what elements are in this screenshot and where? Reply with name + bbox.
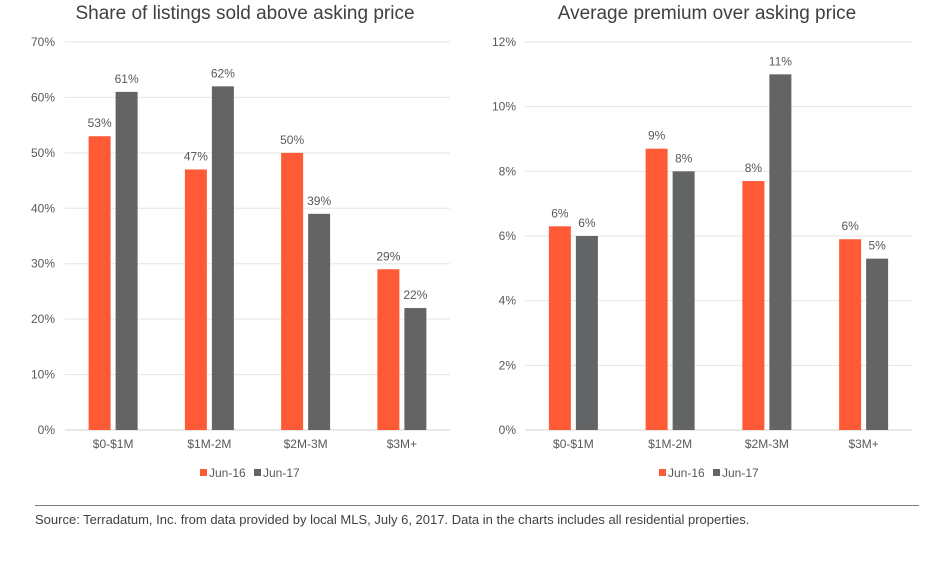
legend-label: Jun-17 [722, 466, 759, 480]
bar-jun-17 [404, 308, 427, 430]
category-label: $2M-3M [284, 437, 328, 451]
bar-jun-17 [866, 258, 889, 430]
bar-jun-16 [548, 226, 571, 430]
bar-jun-17 [672, 171, 695, 431]
data-label: 8% [745, 161, 763, 175]
bar-jun-16 [839, 239, 862, 430]
y-tick-label: 12% [492, 35, 516, 49]
divider [35, 505, 919, 506]
bar-jun-16 [377, 269, 400, 430]
bar-jun-17 [575, 236, 598, 430]
legend-swatch [200, 469, 207, 476]
legend-label: Jun-16 [668, 466, 705, 480]
bar-jun-16 [88, 136, 111, 430]
category-label: $3M+ [387, 437, 417, 451]
chart-svg: Average premium over asking price 0% 2% 4% 6… [492, 3, 912, 480]
legend-label: Jun-16 [209, 466, 246, 480]
y-tick-label: 2% [499, 358, 517, 372]
y-tick-label: 50% [31, 146, 55, 160]
y-tick-label: 0% [38, 423, 56, 437]
bar-jun-16 [742, 181, 765, 430]
category-label: $3M+ [848, 437, 878, 451]
data-label: 6% [841, 219, 859, 233]
bar-jun-17 [308, 213, 331, 430]
data-label: 29% [376, 249, 400, 263]
data-label: 39% [307, 194, 331, 208]
bar-jun-16 [645, 148, 668, 430]
source-note: Source: Terradatum, Inc. from data provi… [35, 512, 750, 527]
data-label: 50% [280, 133, 304, 147]
bar-jun-17 [211, 86, 234, 430]
chart-title: Average premium over asking price [558, 3, 857, 24]
category-label: $1M-2M [187, 437, 231, 451]
bar-jun-16 [281, 152, 304, 430]
bar-jun-17 [769, 74, 792, 430]
chart-title: Share of listings sold above asking pric… [75, 3, 414, 24]
y-tick-label: 70% [31, 35, 55, 49]
data-label: 6% [578, 216, 596, 230]
y-tick-label: 0% [499, 423, 517, 437]
data-label: 61% [115, 72, 139, 86]
category-label: $1M-2M [648, 437, 692, 451]
legend-swatch [713, 469, 720, 476]
y-tick-label: 6% [499, 229, 517, 243]
legend-swatch [254, 469, 261, 476]
data-label: 22% [403, 288, 427, 302]
data-label: 9% [648, 129, 666, 143]
y-tick-label: 8% [499, 164, 517, 178]
legend-label: Jun-17 [263, 466, 300, 480]
y-tick-label: 60% [31, 90, 55, 104]
data-label: 8% [675, 151, 693, 165]
data-label: 6% [551, 206, 569, 220]
chart-average-premium: Average premium over asking price 0% 2% 4% 6… [470, 0, 948, 495]
y-tick-label: 20% [31, 312, 55, 326]
data-label: 62% [211, 66, 235, 80]
y-tick-label: 10% [31, 368, 55, 382]
data-label: 53% [88, 116, 112, 130]
bar-jun-16 [184, 169, 207, 430]
legend-swatch [659, 469, 666, 476]
data-label: 11% [769, 54, 792, 68]
data-label: 5% [868, 239, 886, 253]
y-tick-label: 4% [499, 294, 517, 308]
chart-svg: Share of listings sold above asking pric… [31, 3, 450, 480]
y-tick-label: 30% [31, 257, 55, 271]
y-tick-label: 40% [31, 201, 55, 215]
data-label: 47% [184, 149, 208, 163]
y-tick-label: 10% [492, 100, 516, 114]
bar-jun-17 [115, 91, 138, 430]
category-label: $2M-3M [745, 437, 789, 451]
chart-share-sold-above-asking: Share of listings sold above asking pric… [0, 0, 470, 495]
category-label: $0-$1M [93, 437, 134, 451]
category-label: $0-$1M [553, 437, 594, 451]
